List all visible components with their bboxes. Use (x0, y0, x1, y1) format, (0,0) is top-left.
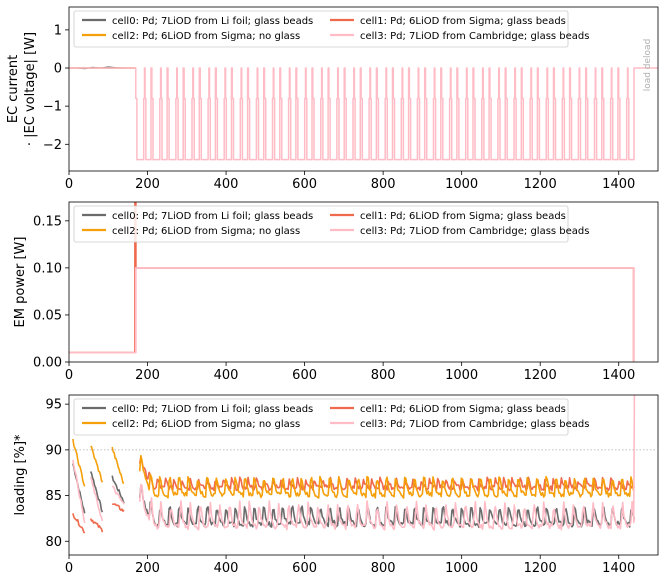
x-tick-label: 1200 (524, 368, 557, 383)
y-axis-label: loading [%]* (13, 434, 28, 516)
x-tick-label: 600 (292, 177, 317, 192)
series-line (89, 476, 104, 522)
legend-label: cell2: Pd; 6LiOD from Sigma; no glass (112, 31, 300, 42)
series-line (69, 67, 658, 161)
y-tick-label: 90 (45, 443, 62, 458)
x-tick-label: 800 (371, 177, 396, 192)
y-tick-label: 1 (54, 23, 62, 38)
plot-area (72, 395, 636, 534)
y-tick-label: 0.05 (33, 308, 62, 323)
y-tick-label: −2 (43, 138, 62, 153)
axes-frame (68, 6, 659, 172)
x-tick-label: 800 (371, 561, 396, 576)
x-tick-label: 600 (292, 368, 317, 383)
series-line (111, 485, 125, 505)
x-tick-label: 1200 (524, 177, 557, 192)
series-line (138, 455, 636, 492)
series-line (90, 445, 104, 483)
series-line (632, 395, 636, 524)
legend: cell0: Pd; 7LiOD from Li foil; glass bea… (73, 10, 589, 48)
y-tick-label: −1 (43, 100, 62, 115)
x-tick-label: 400 (214, 368, 239, 383)
ec-power-axes: 0 200 400 600 800 1000 1200 1400 −2 −1 0 1 EC curren… (6, 6, 659, 192)
plot-area (69, 202, 635, 362)
legend-label: cell0: Pd; 7LiOD from Li foil; glass bea… (112, 211, 313, 222)
x-tick-label: 0 (65, 368, 73, 383)
series-line (138, 483, 636, 531)
series-line (112, 503, 125, 512)
annotation-label: load deload (643, 39, 653, 92)
legend-label: cell3: Pd; 7LiOD from Cambridge; glass b… (360, 419, 589, 430)
legend-label: cell1: Pd; 6LiOD from Sigma; glass beads (360, 16, 566, 27)
em-power-axes: 0 200 400 600 800 1000 1200 1400 0.00 0.05 0.10 0.1… (13, 201, 659, 383)
series-line (138, 454, 635, 499)
series-line (89, 471, 104, 513)
x-tick-label: 0 (65, 177, 73, 192)
series-line (111, 475, 125, 504)
series-line (72, 513, 86, 534)
x-tick-label: 200 (135, 561, 160, 576)
y-axis-label: EM power [W] (13, 237, 28, 328)
series-line (72, 438, 86, 487)
series-line (72, 459, 86, 524)
legend-label: cell3: Pd; 7LiOD from Cambridge; glass b… (360, 226, 589, 237)
legend: cell0: Pd; 7LiOD from Li foil; glass bea… (73, 205, 589, 243)
x-tick-label: 1400 (602, 177, 635, 192)
x-tick-label: 0 (65, 561, 73, 576)
x-tick-label: 1000 (445, 177, 478, 192)
legend-frame (73, 205, 569, 243)
x-tick-label: 1400 (602, 561, 635, 576)
x-tick-label: 400 (214, 177, 239, 192)
x-tick-label: 800 (371, 368, 396, 383)
x-tick-label: 600 (292, 561, 317, 576)
legend-label: cell1: Pd; 6LiOD from Sigma; glass beads (360, 404, 566, 415)
legend-label: cell2: Pd; 6LiOD from Sigma; no glass (112, 419, 300, 430)
x-tick-label: 1000 (445, 561, 478, 576)
x-tick-label: 400 (214, 561, 239, 576)
axes-frame (68, 394, 659, 556)
y-tick-label: 80 (45, 535, 62, 550)
legend-label: cell3: Pd; 7LiOD from Cambridge; glass b… (360, 31, 589, 42)
legend-label: cell1: Pd; 6LiOD from Sigma; glass beads (360, 211, 566, 222)
axes-frame (68, 201, 659, 363)
x-tick-label: 1400 (602, 368, 635, 383)
legend: cell0: Pd; 7LiOD from Li foil; glass bea… (73, 398, 589, 436)
legend-label: cell2: Pd; 6LiOD from Sigma; no glass (112, 226, 300, 237)
legend-frame (73, 10, 569, 48)
y-axis-label: EC current · |EC voltage| [W] (6, 32, 38, 146)
x-tick-label: 200 (135, 177, 160, 192)
legend-label: cell0: Pd; 7LiOD from Li foil; glass bea… (112, 404, 313, 415)
y-tick-label: 95 (45, 398, 62, 413)
series-line (111, 446, 125, 484)
y-tick-label: 0.15 (33, 214, 62, 229)
series-line (89, 518, 104, 533)
legend-frame (73, 398, 569, 436)
legend-label: cell0: Pd; 7LiOD from Li foil; glass bea… (112, 16, 313, 27)
y-tick-label: 0.00 (33, 356, 62, 371)
series-line (69, 267, 635, 362)
y-tick-label: 0 (54, 62, 62, 77)
x-tick-label: 200 (135, 368, 160, 383)
y-tick-label: 85 (45, 489, 62, 504)
y-tick-label: 0.10 (33, 261, 62, 276)
plot-area (69, 66, 658, 161)
x-tick-label: 1200 (524, 561, 557, 576)
x-tick-label: 1000 (445, 368, 478, 383)
loading-axes: 0 200 400 600 800 1000 1200 1400 80 85 90 95 loading… (13, 394, 659, 576)
